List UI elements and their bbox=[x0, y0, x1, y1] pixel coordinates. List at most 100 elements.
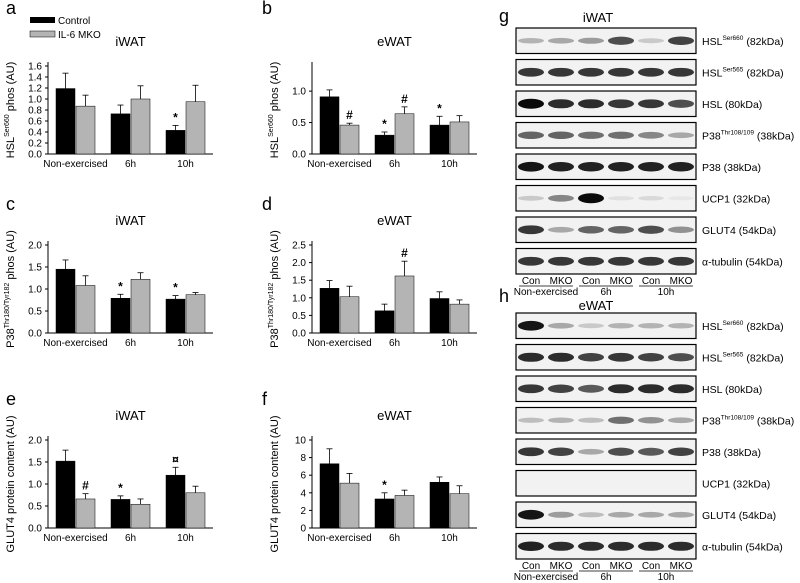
category-label: Non-exercised bbox=[43, 159, 107, 170]
blot-strip bbox=[515, 469, 697, 497]
blot-band bbox=[608, 131, 634, 139]
blot-band bbox=[578, 323, 604, 329]
blot-title: iWAT bbox=[583, 10, 613, 25]
blot-band bbox=[578, 256, 604, 266]
y-axis-label: HSLSer660 phos (AU) bbox=[4, 62, 17, 159]
significance-marker: ¤ bbox=[172, 452, 179, 466]
lane-label: MKO bbox=[550, 561, 573, 572]
blot-strip bbox=[515, 406, 697, 434]
blot-row: HSLSer660 (82kDa) bbox=[515, 312, 784, 340]
chart-title: iWAT bbox=[115, 34, 145, 49]
blot-band bbox=[578, 37, 604, 44]
lane-label: Con bbox=[642, 561, 660, 572]
blot-strip bbox=[515, 375, 697, 403]
y-tick-label: 6 bbox=[300, 471, 306, 482]
blot-row: GLUT4 (54kDa) bbox=[515, 216, 776, 244]
blot-label: HSL (80kDa) bbox=[702, 99, 762, 111]
group-label: 6h bbox=[600, 287, 611, 298]
blot-band bbox=[518, 541, 544, 551]
blot-band bbox=[548, 131, 574, 140]
blot-row: HSLSer565 (82kDa) bbox=[515, 58, 784, 86]
significance-marker: * bbox=[118, 279, 123, 293]
blot-band bbox=[548, 352, 574, 362]
blot-band bbox=[668, 36, 694, 45]
bar-mko bbox=[449, 493, 470, 529]
blot-row: HSLSer660 (82kDa) bbox=[515, 27, 784, 55]
bar-control bbox=[374, 310, 395, 334]
blot-label: HSLSer660 (82kDa) bbox=[702, 35, 784, 48]
group-label: 10h bbox=[658, 572, 675, 583]
y-tick-label: 2.0 bbox=[28, 436, 42, 447]
blot-row: α-tubulin (54kDa) bbox=[515, 532, 783, 560]
blot-band bbox=[638, 447, 664, 456]
bar-control bbox=[374, 498, 395, 529]
bar-mko bbox=[130, 503, 151, 529]
lane-label: Con bbox=[522, 561, 540, 572]
category-label: Non-exercised bbox=[307, 338, 371, 349]
blot-band bbox=[608, 447, 634, 456]
blot-band bbox=[578, 162, 604, 172]
significance-marker: # bbox=[82, 479, 89, 493]
blot-band bbox=[518, 131, 544, 140]
blot-band bbox=[548, 256, 574, 266]
blot-title: eWAT bbox=[579, 298, 614, 313]
blot-band bbox=[518, 256, 544, 266]
blot-band bbox=[548, 226, 574, 233]
bar-mko bbox=[185, 294, 206, 334]
lane-label: Con bbox=[582, 561, 600, 572]
panel-letter: h bbox=[499, 286, 509, 306]
category-label: 6h bbox=[125, 338, 136, 349]
significance-marker: # bbox=[346, 108, 353, 122]
bar-control bbox=[165, 474, 186, 529]
blot-band bbox=[548, 417, 574, 423]
group-label: Non-exercised bbox=[514, 287, 578, 298]
category-label: 6h bbox=[125, 533, 136, 544]
blot-row: P38 (38kDa) bbox=[515, 438, 761, 466]
blot-band bbox=[638, 256, 664, 266]
lane-label: MKO bbox=[610, 561, 633, 572]
blot-strip bbox=[515, 216, 697, 244]
blot-row: P38Thr108/109 (38kDa) bbox=[515, 121, 794, 149]
chart-title: eWAT bbox=[377, 408, 412, 423]
blot-label: HSLSer565 (82kDa) bbox=[702, 66, 784, 79]
bar-control bbox=[319, 96, 340, 155]
significance-marker: * bbox=[437, 101, 442, 115]
blot-band bbox=[608, 511, 634, 518]
blot-label: α-tubulin (54kDa) bbox=[702, 541, 783, 553]
chart-panel-e: e iWAT 0.0 0.5 1.0 1.5 2.0 GLUT4 protein conten… bbox=[5, 389, 213, 552]
blot-label: P38Thr108/109 (38kDa) bbox=[702, 129, 794, 142]
chart-title: eWAT bbox=[377, 34, 412, 49]
category-label: Non-exercised bbox=[43, 338, 107, 349]
blot-band bbox=[518, 320, 544, 331]
bar-mko bbox=[394, 495, 415, 529]
chart-title: iWAT bbox=[115, 408, 145, 423]
category-label: 6h bbox=[125, 159, 136, 170]
blot-row: P38Thr108/109 (38kDa) bbox=[515, 406, 794, 434]
blot-band bbox=[578, 384, 604, 393]
blot-strip bbox=[515, 90, 697, 118]
blot-band bbox=[608, 99, 634, 109]
chart-title: eWAT bbox=[377, 213, 412, 228]
blot-band bbox=[578, 417, 604, 423]
y-tick-label: 2.5 bbox=[292, 241, 306, 252]
blot-band bbox=[518, 38, 544, 44]
blot-band bbox=[518, 195, 544, 201]
y-tick-label: 0 bbox=[300, 524, 306, 535]
blot-band bbox=[608, 196, 634, 201]
category-label: 6h bbox=[389, 338, 400, 349]
blot-band bbox=[578, 225, 604, 234]
lane-label: MKO bbox=[610, 276, 633, 287]
lane-label: Con bbox=[582, 276, 600, 287]
blot-band bbox=[518, 352, 544, 362]
blot-label: GLUT4 (54kDa) bbox=[702, 225, 776, 237]
lane-label: MKO bbox=[550, 276, 573, 287]
y-tick-label: 4 bbox=[300, 488, 306, 499]
blot-band bbox=[548, 194, 574, 202]
lane-label: Con bbox=[642, 276, 660, 287]
blot-row: HSLSer565 (82kDa) bbox=[515, 343, 784, 371]
significance-marker: * bbox=[173, 110, 178, 124]
blot-band bbox=[638, 384, 664, 394]
chart-panel-f: f eWAT 0 2 4 6 8 10 GLUT4 protein content (AU) * N… bbox=[262, 389, 477, 552]
bar-mko bbox=[394, 113, 415, 155]
legend-swatch-mko bbox=[29, 30, 56, 38]
